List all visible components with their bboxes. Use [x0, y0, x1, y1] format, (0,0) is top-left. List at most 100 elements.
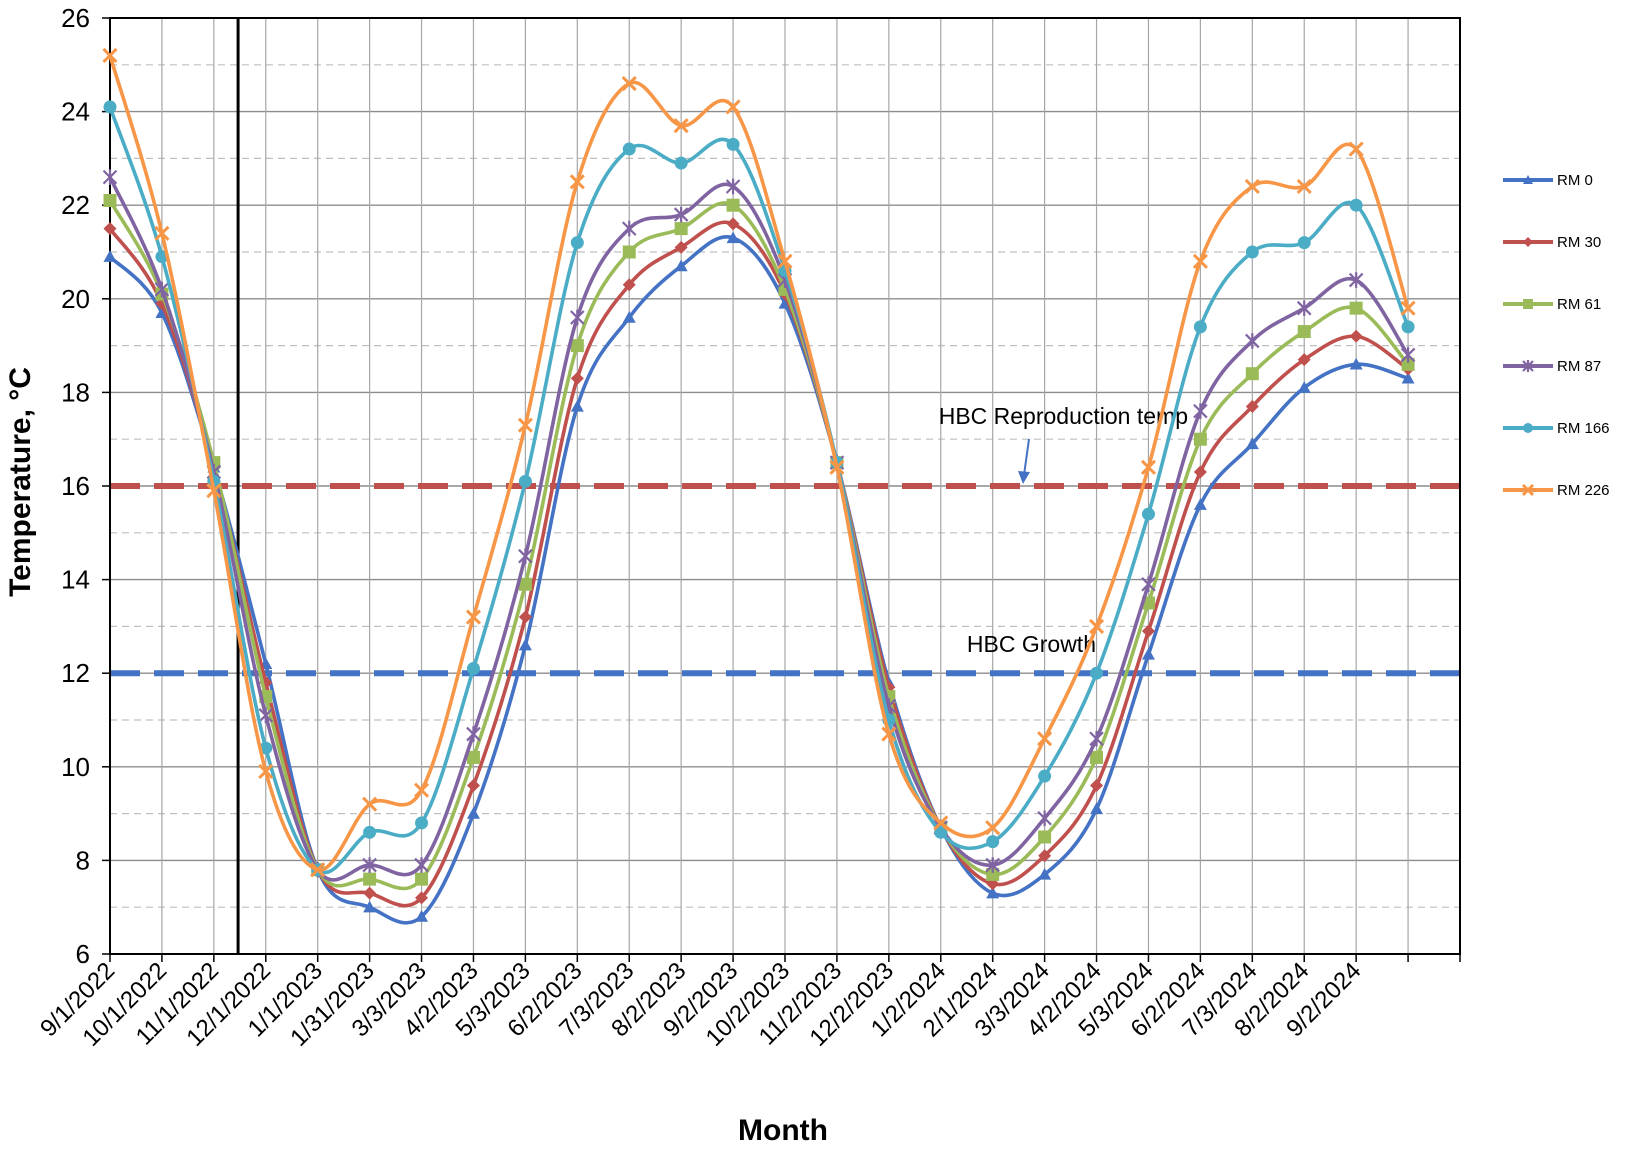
y-axis-title: Temperature, °C	[4, 367, 37, 597]
data-point	[154, 225, 170, 241]
data-point	[1192, 253, 1208, 269]
data-point	[1038, 769, 1052, 783]
y-tick-label: 10	[61, 752, 90, 782]
data-point	[726, 217, 740, 231]
data-point	[362, 796, 378, 812]
data-point	[1090, 666, 1104, 680]
legend-item: RM 30	[1503, 234, 1601, 251]
data-point	[1090, 802, 1104, 815]
data-point	[622, 311, 636, 323]
growth-label: HBC Growth	[967, 631, 1096, 657]
data-point	[726, 231, 740, 244]
data-point	[258, 707, 274, 724]
data-point	[363, 900, 377, 913]
data-point	[1141, 624, 1155, 638]
legend-item: RM 226	[1503, 482, 1610, 499]
data-point	[1141, 647, 1155, 660]
data-point	[414, 857, 429, 873]
data-point	[986, 867, 1000, 881]
data-point	[415, 891, 429, 905]
data-point	[1401, 371, 1415, 384]
data-point	[725, 178, 741, 195]
x-axis-title: Month	[738, 1114, 828, 1147]
data-point	[102, 169, 118, 185]
data-point	[103, 250, 117, 262]
legend-label: RM 226	[1557, 482, 1610, 499]
data-point	[621, 220, 637, 237]
data-point	[518, 474, 532, 488]
y-tick-label: 24	[61, 97, 90, 127]
data-point	[570, 309, 585, 326]
data-point	[1349, 301, 1363, 315]
data-point	[1297, 353, 1311, 367]
data-point	[466, 807, 480, 819]
data-point	[674, 259, 688, 272]
data-point	[985, 820, 1001, 836]
data-point	[1245, 437, 1259, 450]
data-point	[622, 245, 636, 259]
data-point	[986, 886, 1000, 899]
data-point	[1297, 381, 1311, 393]
data-point	[415, 872, 429, 886]
data-point	[362, 857, 377, 873]
y-tick-label: 16	[61, 471, 90, 501]
data-point	[1037, 810, 1052, 827]
data-point	[466, 726, 481, 742]
legend-marker	[1523, 423, 1533, 433]
data-point	[1245, 245, 1259, 259]
data-point	[569, 174, 585, 190]
data-point	[102, 47, 118, 64]
data-point	[1401, 357, 1415, 371]
data-point	[415, 816, 429, 830]
data-point	[1400, 300, 1416, 316]
legend-label: RM 166	[1557, 420, 1610, 437]
data-point	[570, 339, 584, 353]
data-point	[518, 610, 532, 624]
legend-label: RM 61	[1557, 296, 1601, 313]
data-point	[1245, 399, 1259, 413]
data-point	[777, 253, 793, 269]
data-point	[725, 99, 741, 115]
series-line	[108, 199, 1410, 891]
data-point	[1089, 730, 1104, 747]
series-rm-30	[103, 217, 1415, 908]
y-tick-label: 26	[61, 3, 90, 33]
y-tick-label: 22	[61, 190, 90, 220]
legend-item: RM 87	[1503, 358, 1601, 375]
data-point	[1141, 507, 1155, 521]
legend: RM 0 RM 30 RM 61 RM 87 RM 166 RM 226	[1503, 172, 1610, 499]
data-point	[985, 857, 1000, 873]
data-point	[1141, 576, 1156, 593]
y-tick-label: 6	[76, 939, 90, 969]
data-point	[1296, 300, 1312, 316]
series-rm-87	[102, 169, 1416, 882]
y-tick-label: 12	[61, 658, 90, 688]
data-point	[415, 910, 429, 922]
data-point	[310, 862, 326, 878]
data-point	[413, 782, 430, 798]
data-point	[1038, 830, 1052, 844]
data-point	[1245, 333, 1260, 349]
data-point	[518, 577, 532, 591]
legend-item: RM 166	[1503, 420, 1610, 437]
data-point	[154, 281, 170, 298]
data-point	[622, 278, 636, 292]
legend-marker	[1523, 237, 1533, 247]
legend-label: RM 87	[1557, 358, 1601, 375]
series	[102, 47, 1416, 925]
data-point	[933, 815, 949, 831]
data-point	[1401, 320, 1415, 334]
series-rm-61	[103, 194, 1415, 891]
annotation-arrow-head	[1018, 471, 1030, 484]
legend-marker	[1523, 175, 1533, 184]
data-point	[570, 236, 584, 250]
data-point	[674, 156, 688, 170]
data-point	[1348, 272, 1364, 288]
data-point	[673, 118, 689, 134]
data-point	[1038, 867, 1052, 880]
data-point	[1038, 849, 1052, 863]
data-point	[258, 763, 274, 780]
data-point	[466, 662, 480, 676]
data-point	[673, 206, 689, 223]
